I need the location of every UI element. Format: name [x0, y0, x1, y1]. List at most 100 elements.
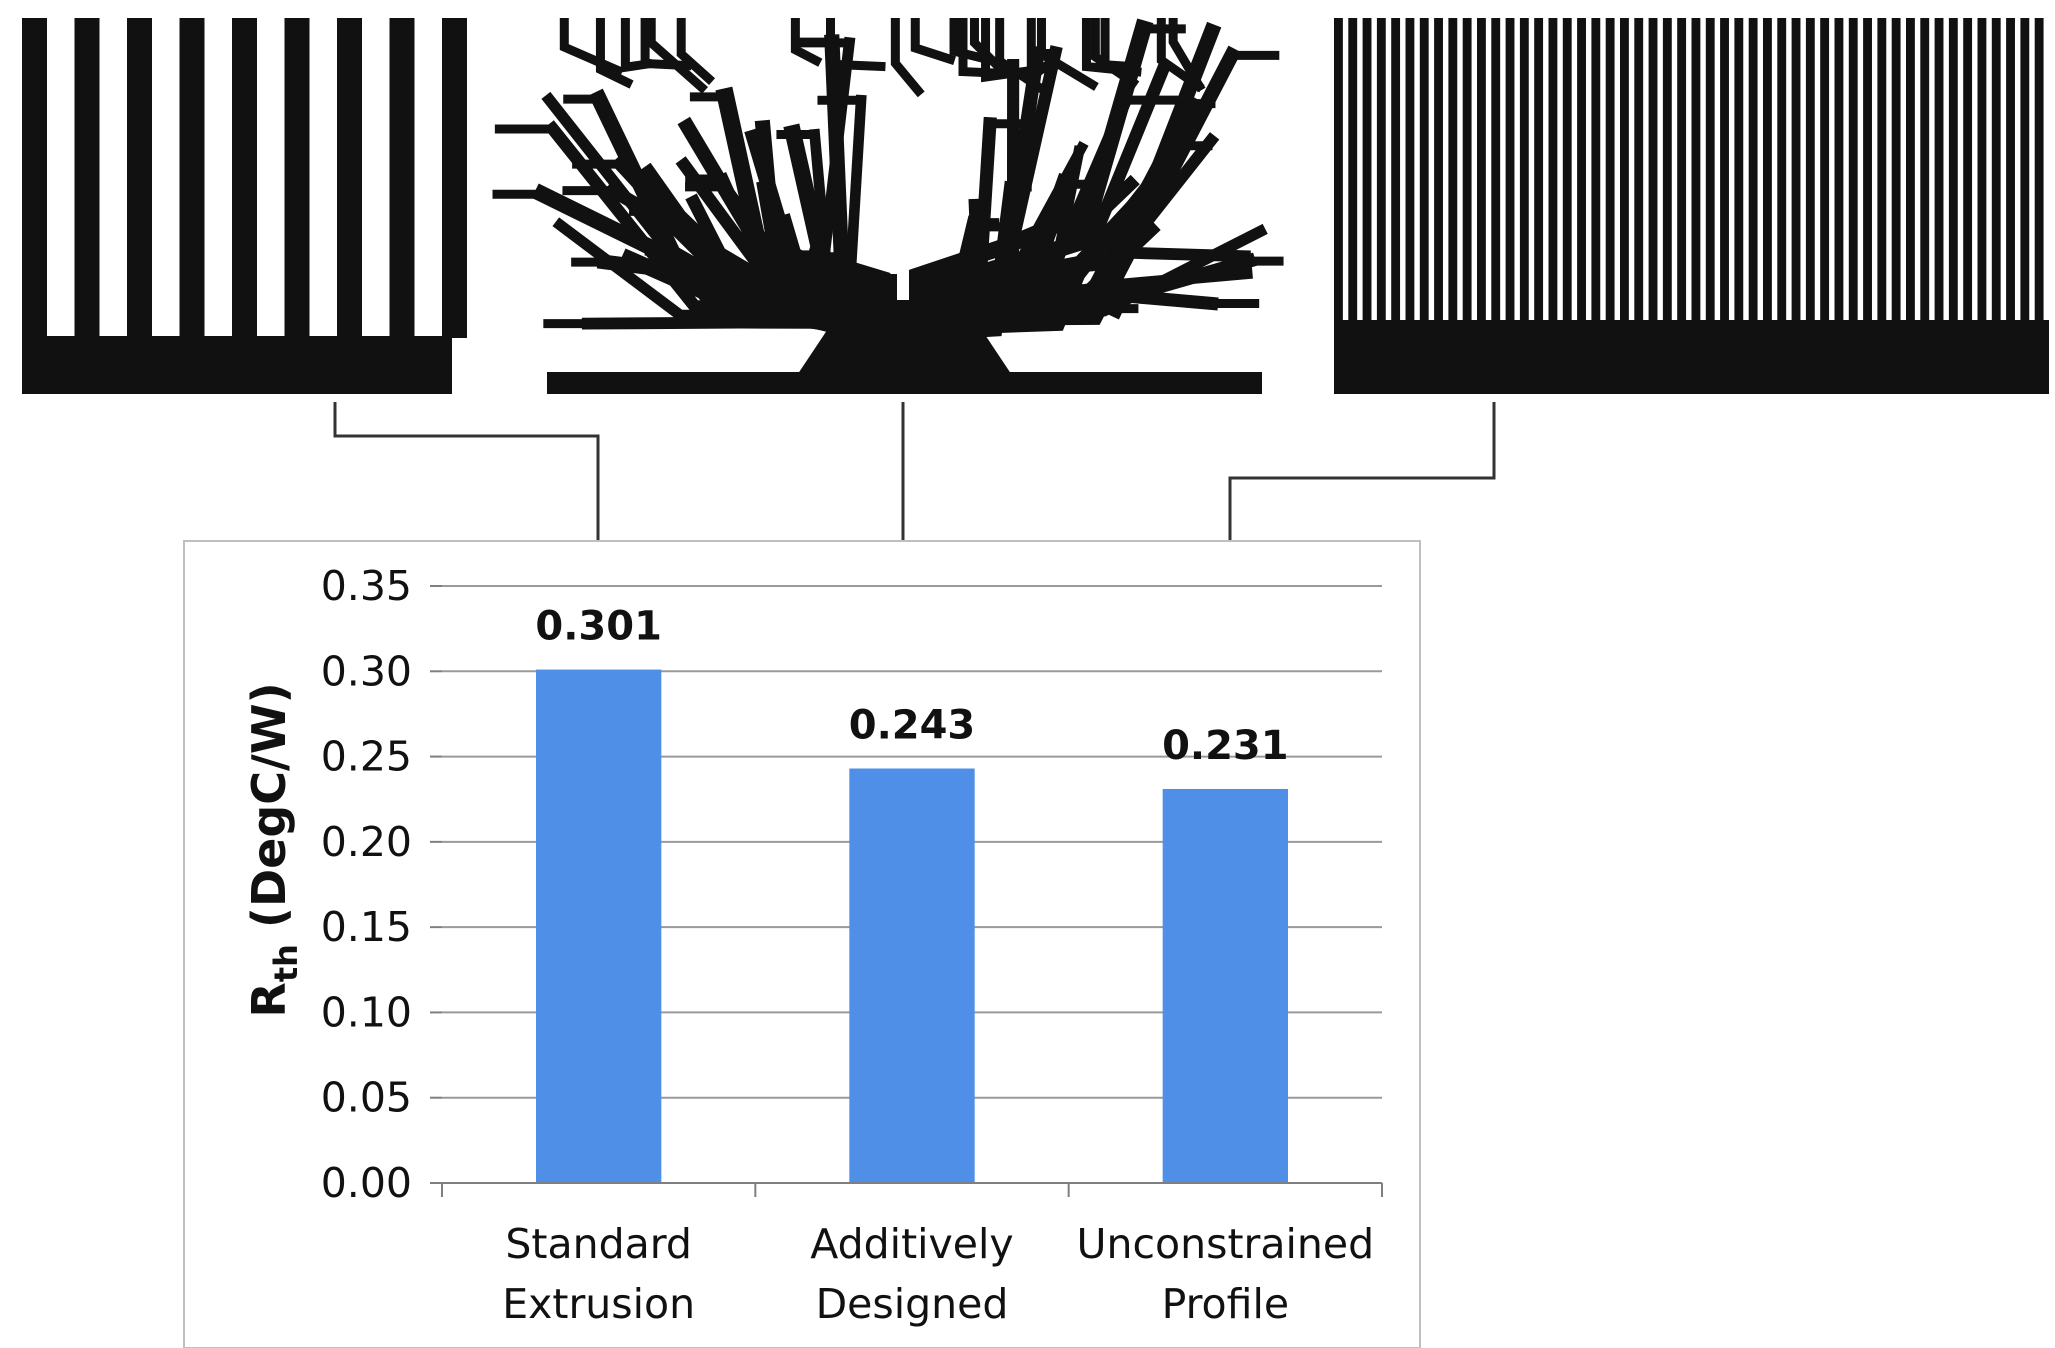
- category-label: Designed: [816, 1280, 1009, 1328]
- fin: [1391, 18, 1401, 323]
- fin: [1548, 18, 1558, 323]
- y-tick-label: 0.15: [321, 903, 412, 951]
- unconstrained-profile-heat-sink-icon: [1334, 18, 2049, 394]
- fin: [1448, 18, 1458, 323]
- fin: [1991, 18, 2001, 323]
- y-tick-label: 0.00: [321, 1159, 412, 1207]
- branch-top: [1026, 18, 1055, 87]
- y-tick-label: 0.05: [321, 1074, 412, 1122]
- fin: [1419, 18, 1429, 323]
- branch-top: [790, 18, 823, 67]
- fin: [1748, 18, 1758, 323]
- branch: [942, 18, 1154, 293]
- fin: [1434, 18, 1443, 323]
- fin: [1477, 18, 1486, 323]
- fin: [1906, 18, 1915, 323]
- value-label: 0.243: [849, 703, 976, 749]
- y-axis-title-subscript: th: [267, 944, 305, 982]
- branch-top: [981, 18, 1046, 83]
- fin: [1677, 18, 1687, 323]
- fin: [22, 18, 47, 338]
- fin: [1562, 18, 1572, 323]
- branch-top: [969, 18, 1011, 79]
- branch-top: [1090, 18, 1140, 89]
- standard-extrusion-heat-sink-icon: [22, 18, 467, 394]
- fin: [1777, 18, 1787, 323]
- x-axis: [441, 1182, 1383, 1197]
- fin: [2020, 18, 2030, 323]
- additively-designed-heat-sink-icon: [492, 18, 1284, 394]
- fin: [1934, 18, 1944, 323]
- y-tick-label: 0.35: [321, 562, 412, 610]
- fin: [389, 18, 415, 338]
- branch: [541, 91, 895, 319]
- fin: [1834, 18, 1844, 323]
- fin: [1620, 18, 1629, 323]
- y-axis-ticks: 0.00 0.05 0.10 0.15 0.20 0.25 0.30 0.35: [321, 562, 442, 1207]
- branch-top: [1036, 18, 1099, 91]
- fin: [179, 18, 205, 338]
- fin: [1634, 18, 1644, 323]
- branch-top: [1156, 18, 1205, 93]
- branch-top: [1100, 18, 1126, 71]
- y-axis-title: Rth (DegC/W): [242, 682, 305, 1017]
- category-label: Extrusion: [502, 1280, 695, 1328]
- value-label: 0.231: [1162, 723, 1289, 769]
- fin: [1648, 18, 1658, 323]
- fin: [1848, 18, 1858, 323]
- fin: [1577, 18, 1586, 323]
- fin: [1720, 18, 1729, 323]
- branch-top: [910, 18, 956, 65]
- branch-top: [595, 18, 634, 89]
- base-plate: [547, 372, 1262, 394]
- branch: [928, 223, 1268, 320]
- fin: [1605, 18, 1615, 323]
- y-tick-label: 0.10: [321, 988, 412, 1036]
- fin: [1805, 18, 1815, 323]
- bar: [536, 669, 662, 1183]
- branch-top: [620, 18, 653, 73]
- y-axis-title-units: (DegC/W): [242, 682, 296, 944]
- branch-top: [826, 18, 886, 72]
- category-label: Unconstrained: [1077, 1220, 1375, 1268]
- fin: [1791, 18, 1801, 323]
- fin: [337, 18, 362, 338]
- branch: [531, 183, 876, 310]
- fin: [1534, 18, 1544, 323]
- fin: [2034, 18, 2044, 323]
- fin: [1920, 18, 1930, 323]
- fin: [1705, 18, 1715, 323]
- y-tick-label: 0.30: [321, 647, 412, 695]
- category-label: Standard: [505, 1220, 692, 1268]
- fin: [1734, 18, 1744, 323]
- fin: [232, 18, 257, 338]
- fin: [1505, 18, 1515, 323]
- bar: [1162, 788, 1288, 1183]
- category-label: Profile: [1162, 1280, 1289, 1328]
- y-axis-title-main: R: [242, 982, 296, 1017]
- fin: [1462, 18, 1472, 323]
- branch-top: [646, 18, 709, 94]
- fin: [1691, 18, 1701, 323]
- fin: [1877, 18, 1887, 323]
- bar: [849, 768, 975, 1183]
- fin: [1891, 18, 1901, 323]
- fin: [1348, 18, 1358, 323]
- branch: [677, 116, 875, 285]
- fin: [1519, 18, 1529, 323]
- fin: [284, 18, 310, 338]
- fin: [1977, 18, 1987, 323]
- y-tick-label: 0.25: [321, 733, 412, 781]
- fin: [74, 18, 100, 338]
- fin: [1820, 18, 1830, 323]
- fin: [1863, 18, 1872, 323]
- fin: [2006, 18, 2015, 323]
- fin: [1405, 18, 1415, 323]
- fin: [127, 18, 152, 338]
- branch-top: [995, 18, 1053, 99]
- fin: [1963, 18, 1973, 323]
- branch-top: [949, 18, 996, 66]
- category-labels: Standard Extrusion Additively Designed Uncon…: [502, 1220, 1374, 1328]
- branch-top: [890, 18, 925, 98]
